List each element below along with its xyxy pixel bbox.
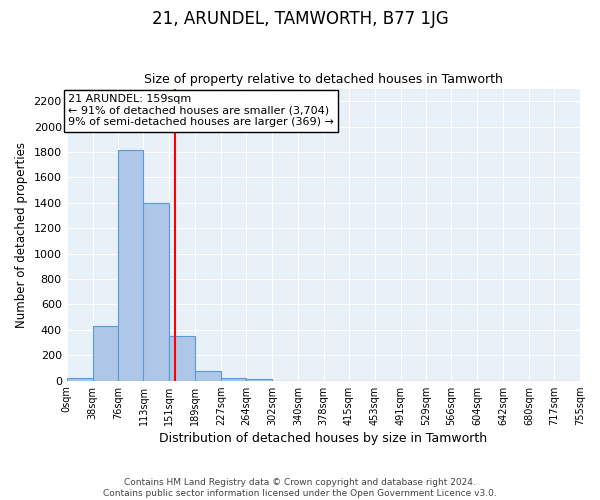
Bar xyxy=(169,336,195,380)
Bar xyxy=(67,378,92,380)
X-axis label: Distribution of detached houses by size in Tamworth: Distribution of detached houses by size … xyxy=(159,432,487,445)
Bar xyxy=(143,203,169,380)
Bar xyxy=(92,326,118,380)
Text: 21, ARUNDEL, TAMWORTH, B77 1JG: 21, ARUNDEL, TAMWORTH, B77 1JG xyxy=(152,10,448,28)
Bar xyxy=(195,370,221,380)
Y-axis label: Number of detached properties: Number of detached properties xyxy=(15,142,28,328)
Title: Size of property relative to detached houses in Tamworth: Size of property relative to detached ho… xyxy=(144,73,503,86)
Text: 21 ARUNDEL: 159sqm
← 91% of detached houses are smaller (3,704)
9% of semi-detac: 21 ARUNDEL: 159sqm ← 91% of detached hou… xyxy=(68,94,334,128)
Text: Contains HM Land Registry data © Crown copyright and database right 2024.
Contai: Contains HM Land Registry data © Crown c… xyxy=(103,478,497,498)
Bar xyxy=(221,378,246,380)
Bar xyxy=(118,150,143,380)
